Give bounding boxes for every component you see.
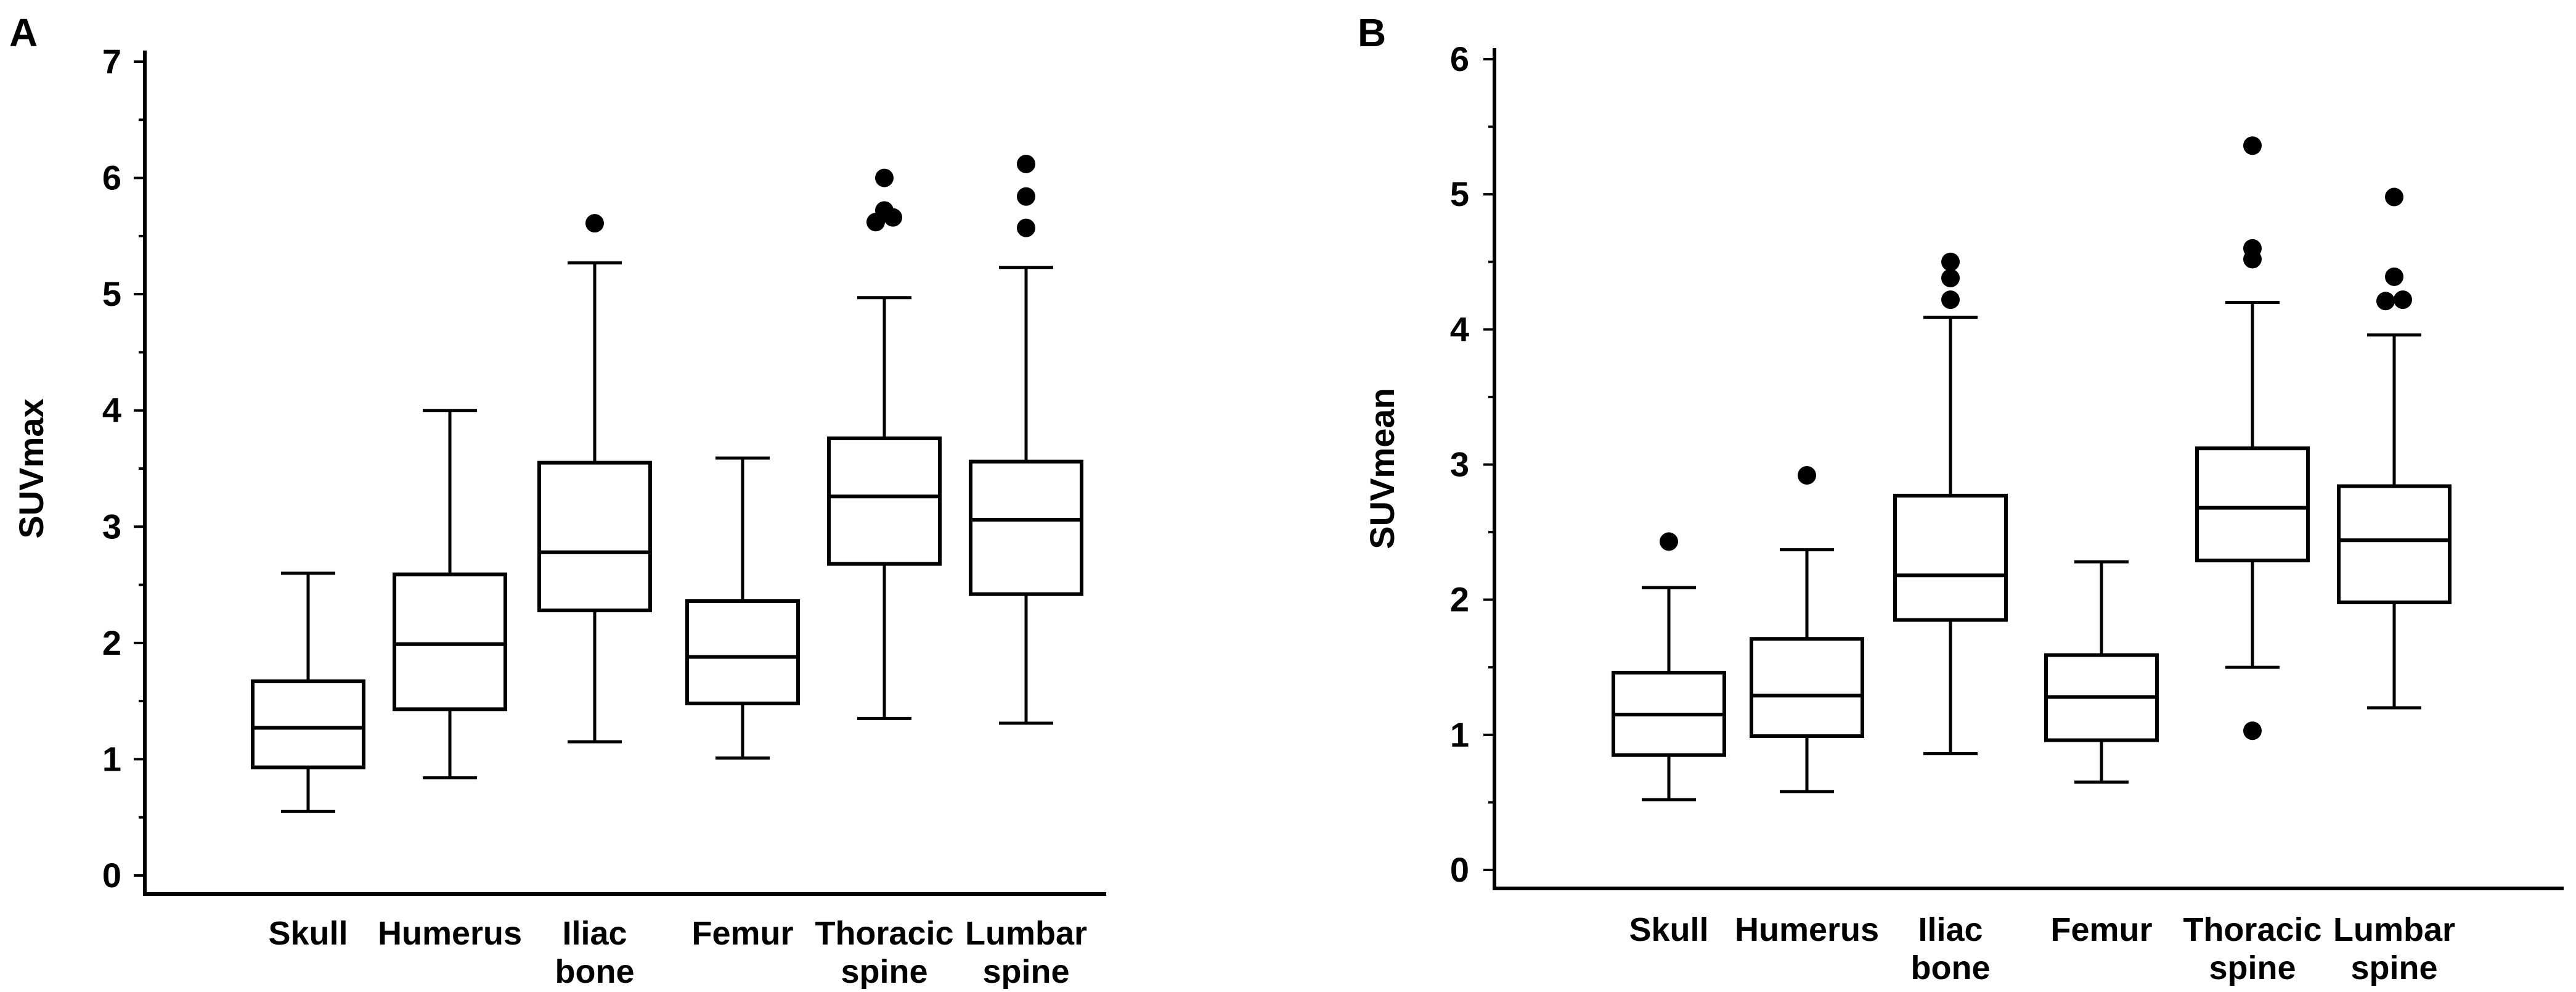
outlier-point — [1660, 532, 1678, 551]
y-tick-label: 4 — [1450, 309, 1469, 348]
outlier-point — [2385, 187, 2403, 207]
y-axis-label: SUVmean — [1363, 388, 1401, 549]
iqr-box — [1750, 637, 1864, 739]
outlier-point — [1017, 187, 1035, 206]
y-tick-label: 0 — [102, 856, 121, 895]
outlier-point — [2394, 290, 2412, 309]
x-tick-label: Thoracic — [815, 915, 953, 952]
x-tick-label: Iliac — [562, 915, 627, 952]
x-tick-label: spine — [982, 953, 1069, 989]
outlier-point — [1798, 466, 1816, 485]
y-tick-label: 1 — [1450, 715, 1469, 754]
outlier-point — [585, 214, 604, 233]
y-tick-label: 5 — [102, 274, 121, 313]
iqr-box — [251, 679, 365, 769]
x-tick-label: bone — [1911, 949, 1991, 986]
iqr-box — [969, 459, 1083, 596]
box-iliac-bone — [1893, 252, 2008, 756]
panel-label: A — [9, 10, 38, 55]
y-tick-label: 6 — [1450, 39, 1469, 78]
y-tick-label: 4 — [102, 391, 121, 430]
outlier-point — [2243, 136, 2262, 155]
iqr-box — [393, 572, 507, 711]
box-femur — [685, 456, 800, 760]
x-tick-label: Skull — [1629, 911, 1708, 948]
outlier-point — [1941, 252, 1960, 271]
x-tick-label: Thoracic — [2183, 911, 2321, 948]
box-iliac-bone — [537, 214, 652, 744]
iqr-box — [2195, 446, 2310, 563]
box-lumbar-spine — [969, 154, 1083, 725]
y-tick-label: 6 — [102, 158, 121, 197]
box-skull — [1612, 532, 1726, 801]
outlier-point — [1941, 269, 1960, 288]
y-tick-label: 5 — [1450, 174, 1469, 213]
x-tick-label: Femur — [691, 915, 793, 952]
y-tick-label: 3 — [102, 507, 121, 546]
iqr-box — [2337, 484, 2452, 605]
y-tick-label: 2 — [102, 623, 121, 662]
outlier-point — [2376, 292, 2395, 311]
y-tick-label: 1 — [102, 739, 121, 778]
box-thoracic-spine — [827, 168, 942, 720]
x-tick-label: bone — [555, 953, 635, 989]
iqr-box — [685, 599, 800, 705]
y-tick-label: 7 — [102, 42, 121, 81]
box-thoracic-spine — [2195, 136, 2310, 740]
box-humerus — [393, 409, 507, 780]
box-skull — [251, 572, 365, 813]
y-tick-label: 0 — [1450, 850, 1469, 889]
iqr-box — [827, 436, 942, 566]
outlier-point — [875, 201, 894, 220]
y-tick-label: 3 — [1450, 445, 1469, 484]
x-tick-label: spine — [841, 953, 927, 989]
x-tick-label: Humerus — [378, 915, 522, 952]
x-tick-label: spine — [2350, 949, 2437, 986]
outlier-point — [2385, 267, 2403, 286]
box-femur — [2044, 560, 2159, 784]
box-humerus — [1750, 466, 1864, 793]
outlier-point — [875, 168, 894, 187]
outlier-point — [1017, 218, 1035, 237]
outlier-point — [2243, 239, 2262, 258]
x-tick-label: Skull — [268, 915, 348, 952]
x-tick-label: Humerus — [1735, 911, 1879, 948]
x-tick-label: spine — [2209, 949, 2296, 986]
x-tick-label: Lumbar — [2333, 911, 2455, 948]
outlier-point — [1017, 154, 1035, 173]
outlier-point — [1941, 290, 1960, 309]
x-tick-label: Femur — [2050, 911, 2152, 948]
box-lumbar-spine — [2337, 187, 2452, 710]
x-tick-label: Lumbar — [965, 915, 1087, 952]
x-tick-label: Iliac — [1918, 911, 1983, 948]
y-axis-label: SUVmax — [12, 398, 51, 538]
iqr-box — [537, 461, 652, 613]
panel-label: B — [1358, 10, 1386, 55]
iqr-box — [1893, 493, 2008, 622]
y-tick-label: 2 — [1450, 580, 1469, 619]
outlier-point — [2243, 721, 2262, 740]
